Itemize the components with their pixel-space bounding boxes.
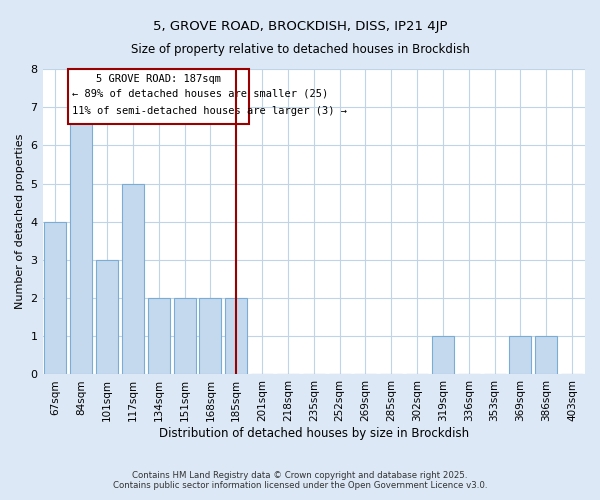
X-axis label: Distribution of detached houses by size in Brockdish: Distribution of detached houses by size …	[159, 427, 469, 440]
Bar	[535, 336, 557, 374]
Text: 5 GROVE ROAD: 187sqm: 5 GROVE ROAD: 187sqm	[96, 74, 221, 84]
Bar	[70, 107, 92, 374]
Bar	[44, 222, 67, 374]
Bar	[509, 336, 532, 374]
Y-axis label: Number of detached properties: Number of detached properties	[15, 134, 25, 310]
Bar	[173, 298, 196, 374]
Bar	[122, 184, 144, 374]
Bar	[225, 298, 247, 374]
Text: Size of property relative to detached houses in Brockdish: Size of property relative to detached ho…	[131, 42, 469, 56]
Text: 11% of semi-detached houses are larger (3) →: 11% of semi-detached houses are larger (…	[72, 106, 347, 116]
Text: ← 89% of detached houses are smaller (25): ← 89% of detached houses are smaller (25…	[72, 89, 328, 99]
Bar	[96, 260, 118, 374]
FancyBboxPatch shape	[68, 69, 249, 124]
Bar	[148, 298, 170, 374]
Text: Contains HM Land Registry data © Crown copyright and database right 2025.
Contai: Contains HM Land Registry data © Crown c…	[113, 470, 487, 490]
Bar	[199, 298, 221, 374]
Bar	[432, 336, 454, 374]
Text: 5, GROVE ROAD, BROCKDISH, DISS, IP21 4JP: 5, GROVE ROAD, BROCKDISH, DISS, IP21 4JP	[153, 20, 447, 33]
